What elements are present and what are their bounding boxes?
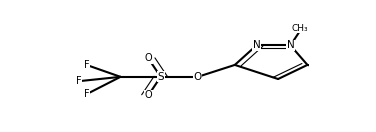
Text: S: S — [158, 72, 164, 82]
Text: F: F — [76, 76, 82, 86]
Text: N: N — [287, 40, 294, 50]
Text: N: N — [253, 40, 260, 50]
Text: O: O — [144, 90, 152, 100]
Text: CH₃: CH₃ — [291, 23, 308, 32]
Text: O: O — [194, 72, 202, 82]
Text: O: O — [144, 53, 152, 63]
Text: F: F — [84, 60, 89, 70]
Text: F: F — [84, 89, 89, 99]
